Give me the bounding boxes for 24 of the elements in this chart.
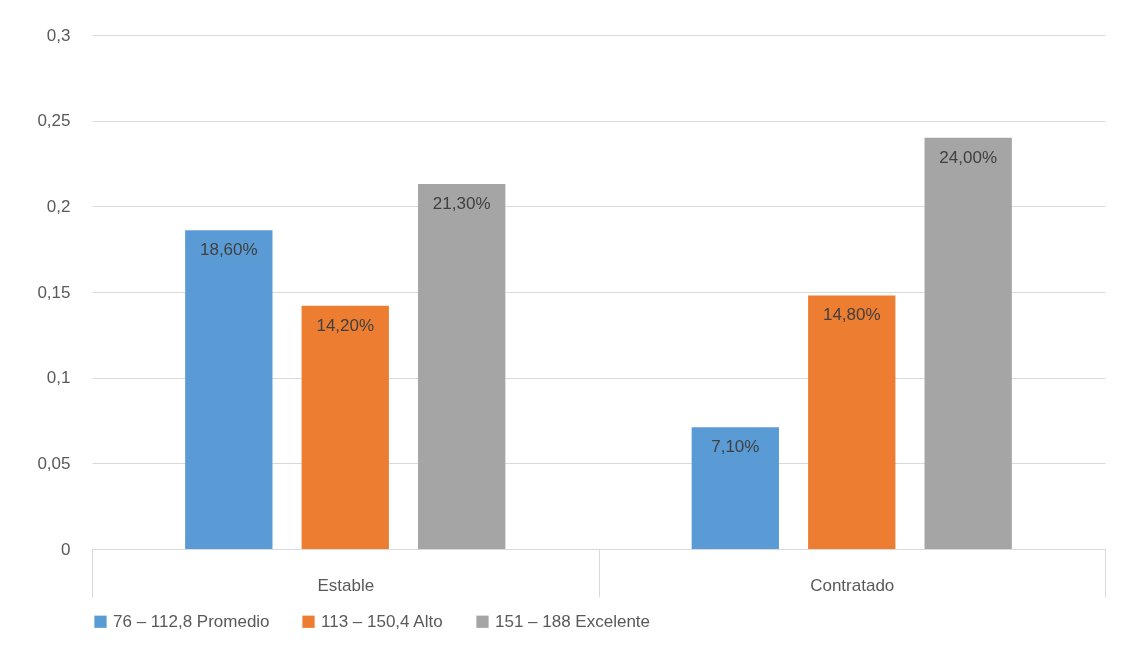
- y-tick-label: 0,3: [46, 25, 71, 45]
- y-tick-label: 0,05: [37, 453, 71, 473]
- data-label: 21,30%: [432, 194, 491, 214]
- data-label: 18,60%: [199, 240, 258, 260]
- x-tick-label: Estable: [317, 575, 375, 595]
- y-tick-label: 0: [61, 539, 71, 559]
- y-tick-label: 0,25: [37, 111, 71, 131]
- bar: [691, 427, 779, 549]
- bar: [301, 305, 389, 549]
- data-label: 24,00%: [939, 147, 998, 167]
- bar: [808, 295, 896, 549]
- bar: [185, 230, 273, 549]
- legend-label: 151 – 188 Excelente: [495, 611, 651, 631]
- legend-label: 113 – 150,4 Alto: [321, 611, 443, 631]
- y-tick-label: 0,2: [46, 196, 71, 216]
- data-label: 14,80%: [822, 305, 881, 325]
- bar: [924, 137, 1012, 549]
- legend-label: 76 – 112,8 Promedio: [113, 611, 270, 631]
- y-tick-label: 0,15: [37, 282, 71, 302]
- x-tick-label: Contratado: [810, 575, 895, 595]
- bar: [418, 184, 506, 549]
- data-label: 7,10%: [711, 437, 760, 457]
- y-tick-label: 0,1: [46, 368, 71, 388]
- data-label: 14,20%: [316, 315, 375, 335]
